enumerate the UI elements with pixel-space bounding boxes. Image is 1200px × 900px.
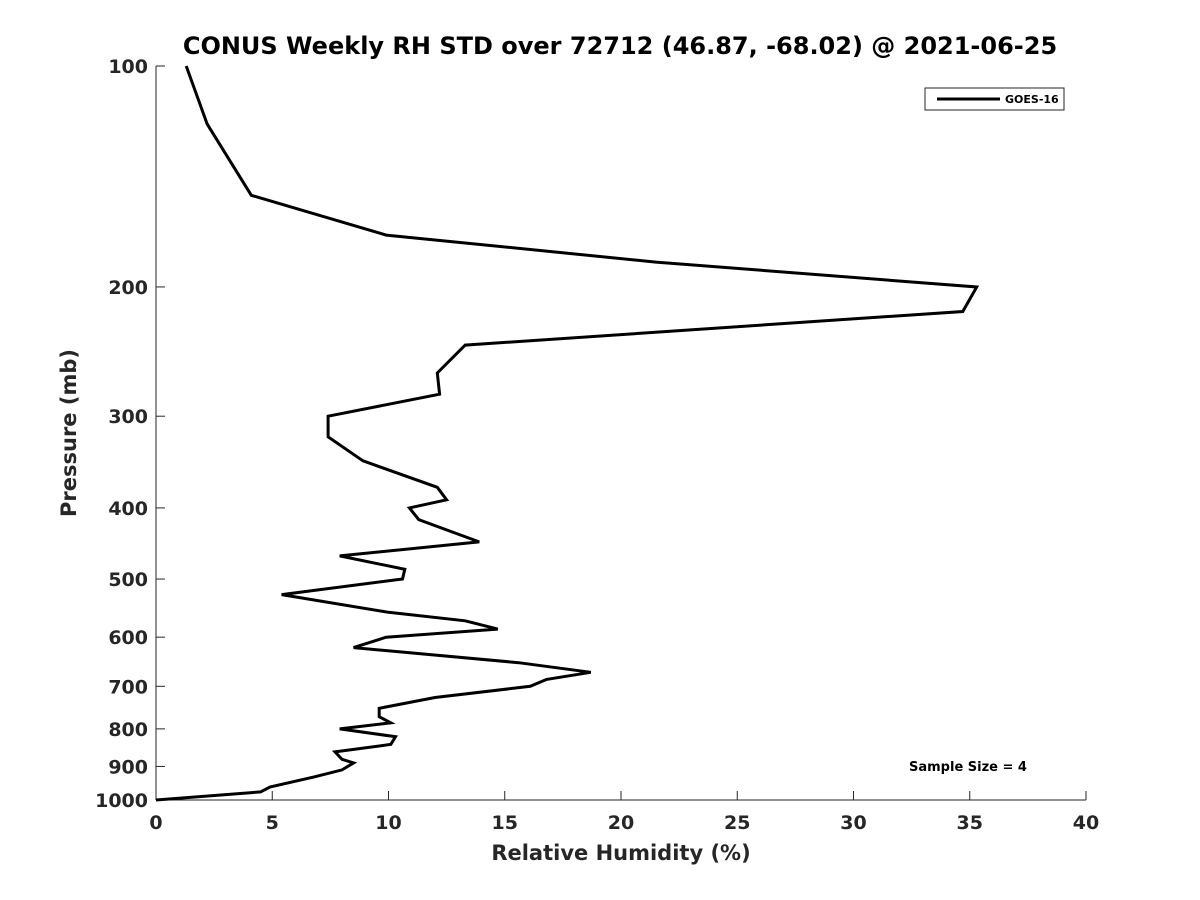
x-tick-label: 35 — [957, 812, 983, 834]
series-layer — [155, 65, 980, 802]
x-tick-label: 25 — [724, 812, 750, 834]
x-tick-label: 20 — [608, 812, 634, 834]
legend: GOES-16 — [924, 87, 1065, 111]
x-tick-label: 5 — [266, 812, 279, 834]
axes — [155, 66, 1086, 801]
y-ticks: 100 200 300 400 500 600 700 800 900 1000 — [95, 56, 165, 812]
y-tick-label: 500 — [108, 569, 148, 591]
x-tick-label: 15 — [492, 812, 518, 834]
y-axis-label: Pressure (mb) — [57, 349, 81, 517]
y-tick-label: 700 — [108, 676, 148, 698]
chart-title: CONUS Weekly RH STD over 72712 (46.87, -… — [183, 32, 1057, 60]
x-tick-label: 30 — [840, 812, 866, 834]
x-ticks: 0 5 10 15 20 25 30 35 40 — [149, 791, 1099, 834]
x-tick-label: 10 — [375, 812, 401, 834]
y-tick-label: 900 — [108, 756, 148, 778]
sample-size-annotation: Sample Size = 4 — [909, 760, 1027, 775]
x-axis-label: Relative Humidity (%) — [491, 841, 750, 865]
y-tick-label: 800 — [108, 719, 148, 741]
x-tick-label: 40 — [1073, 812, 1099, 834]
x-tick-label: 0 — [149, 812, 162, 834]
y-tick-label: 600 — [108, 627, 148, 649]
y-tick-label: 100 — [108, 56, 148, 78]
y-tick-label: 200 — [108, 277, 148, 299]
series-line-goes-16 — [155, 65, 980, 802]
y-tick-label: 1000 — [95, 790, 148, 812]
y-tick-label: 300 — [108, 406, 148, 428]
y-tick-label: 400 — [108, 498, 148, 520]
legend-label-goes-16: GOES-16 — [1005, 93, 1059, 106]
